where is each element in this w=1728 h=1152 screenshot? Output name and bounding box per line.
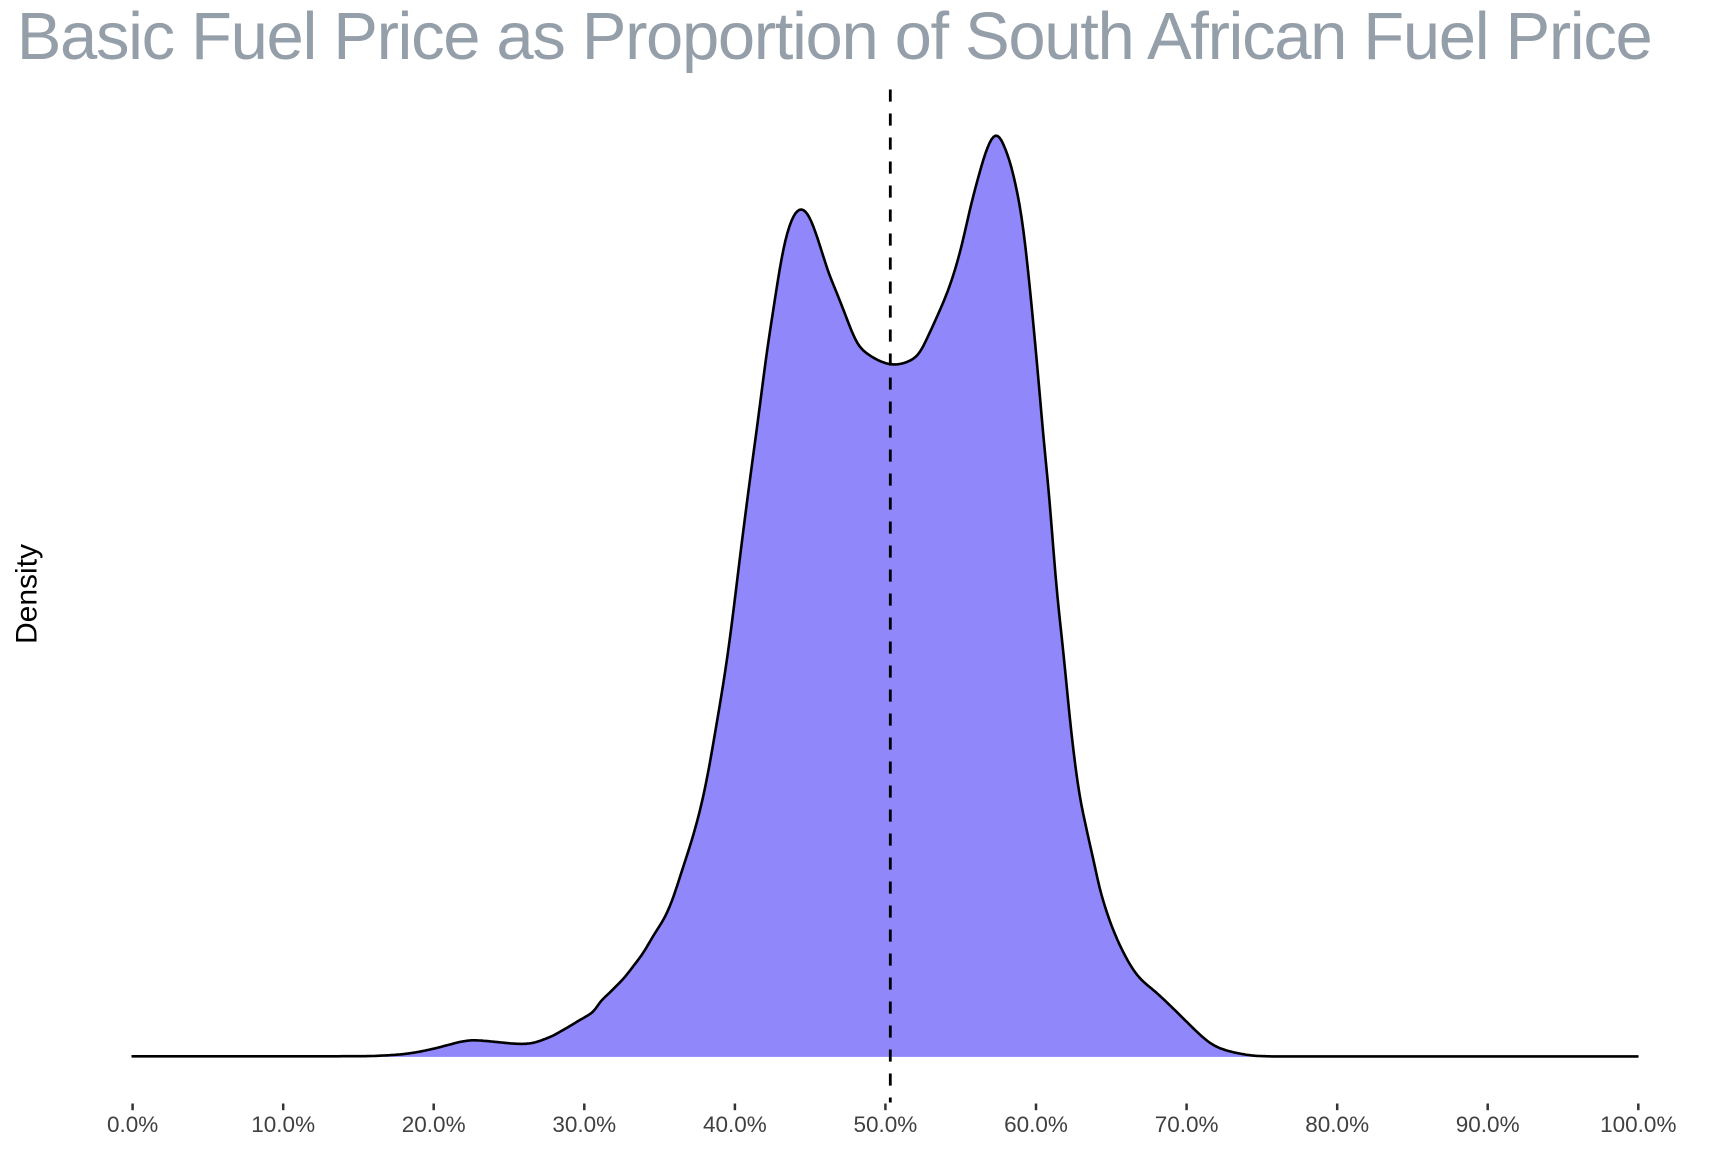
svg-text:10.0%: 10.0% xyxy=(251,1112,315,1137)
svg-text:Basic Fuel Price as Proportion: Basic Fuel Price as Proportion of South … xyxy=(17,0,1652,74)
svg-text:20.0%: 20.0% xyxy=(402,1112,466,1137)
svg-text:90.0%: 90.0% xyxy=(1456,1112,1520,1137)
svg-text:40.0%: 40.0% xyxy=(703,1112,767,1137)
svg-text:30.0%: 30.0% xyxy=(552,1112,616,1137)
svg-text:80.0%: 80.0% xyxy=(1305,1112,1369,1137)
svg-text:60.0%: 60.0% xyxy=(1004,1112,1068,1137)
svg-text:0.0%: 0.0% xyxy=(107,1112,158,1137)
svg-text:Density: Density xyxy=(10,544,43,644)
svg-text:100.0%: 100.0% xyxy=(1600,1112,1676,1137)
svg-text:50.0%: 50.0% xyxy=(853,1112,917,1137)
svg-text:70.0%: 70.0% xyxy=(1155,1112,1219,1137)
